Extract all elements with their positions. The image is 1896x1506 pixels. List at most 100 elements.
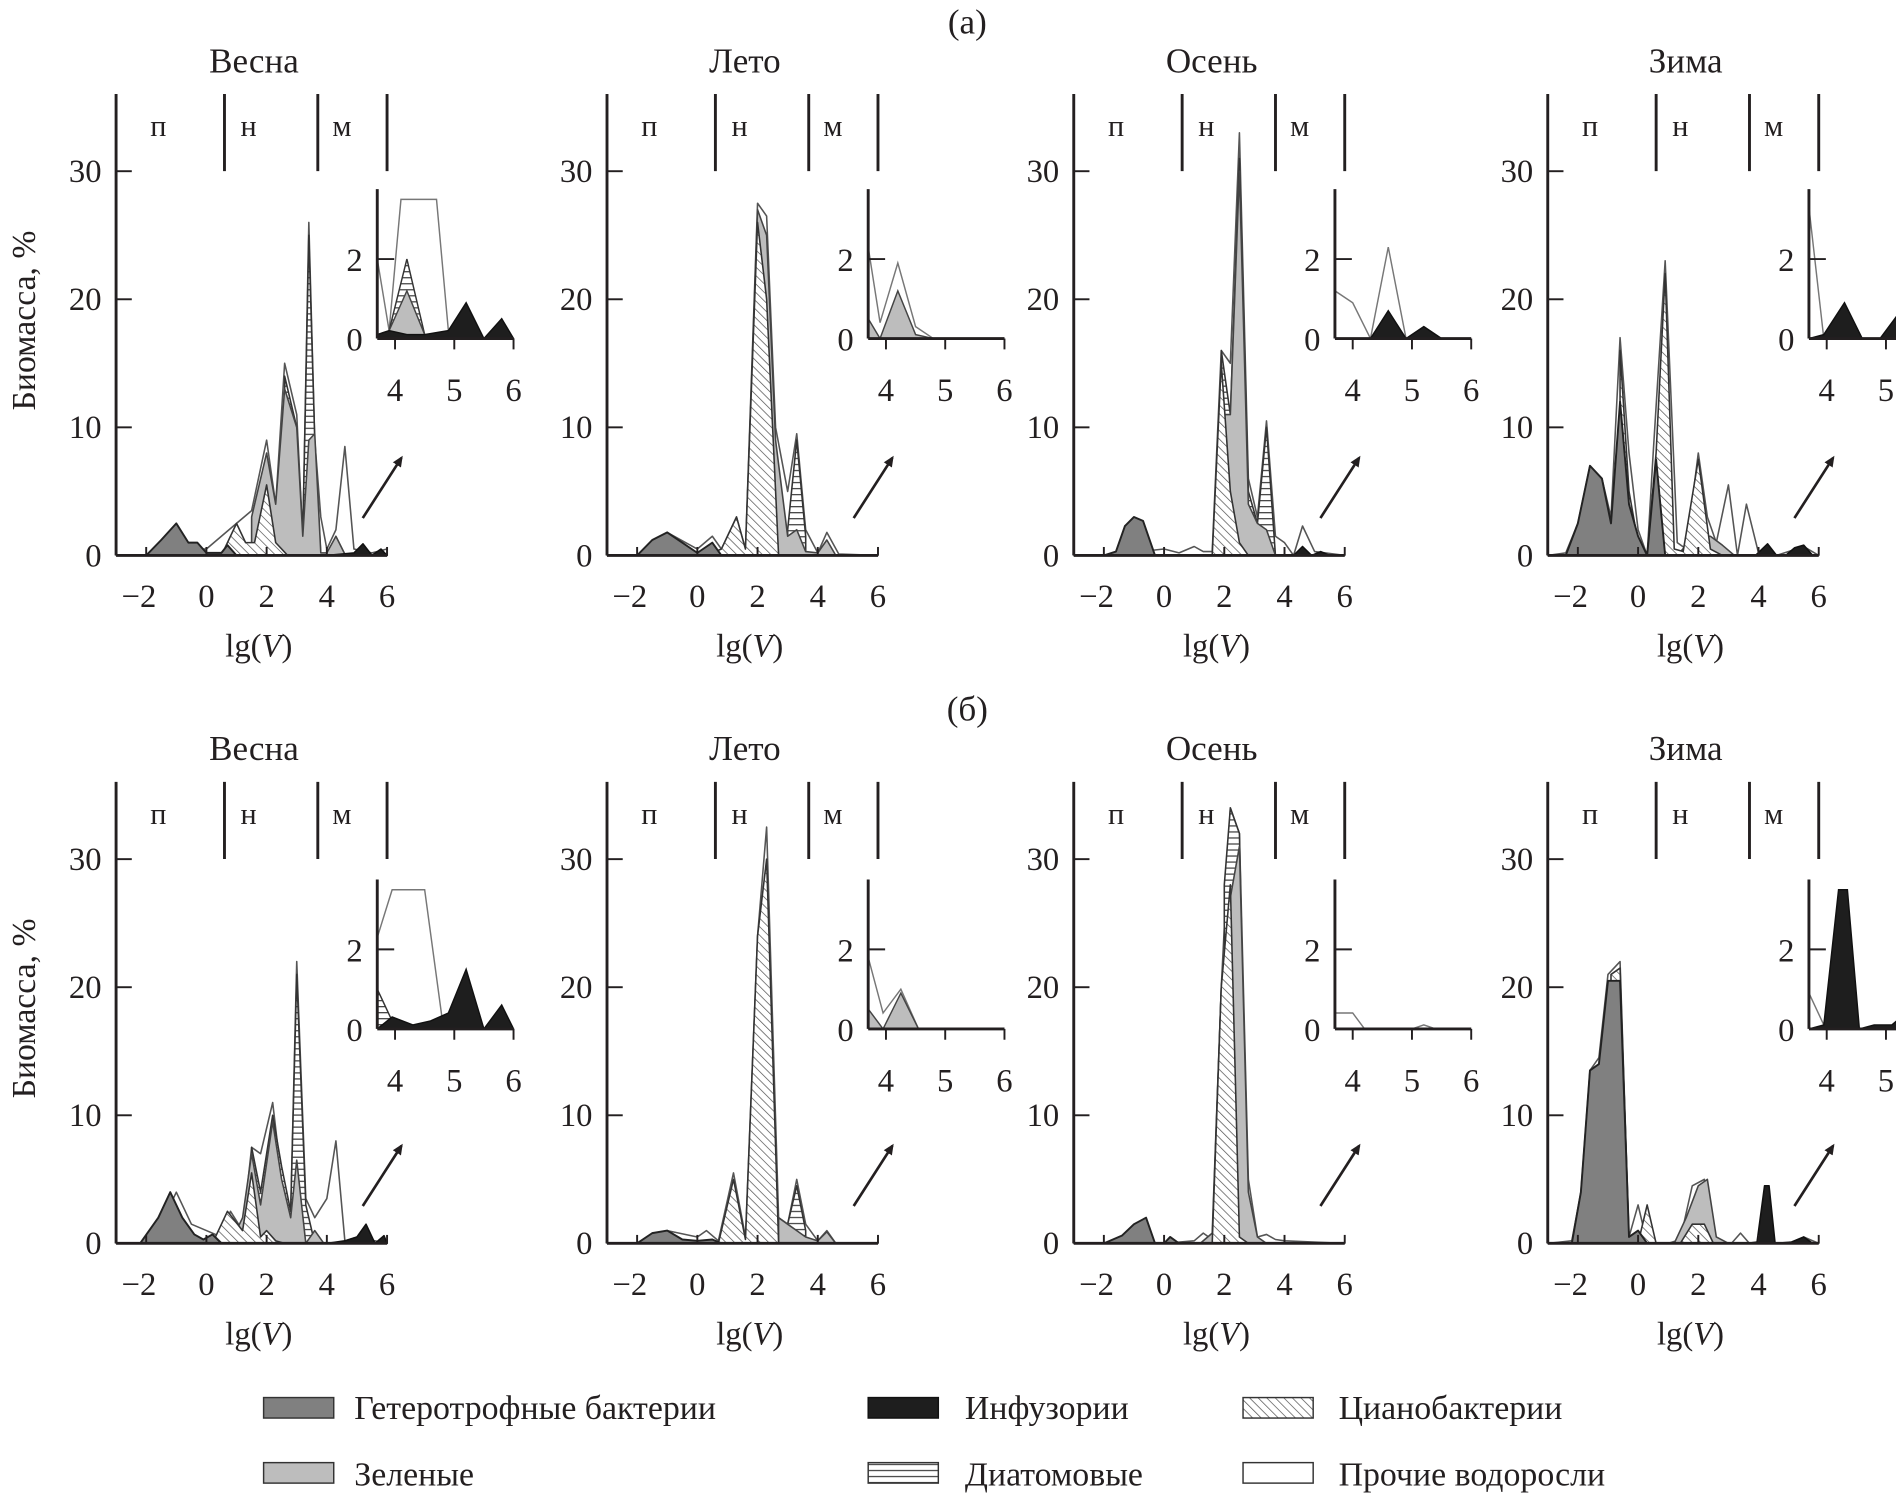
y-tick-label: 0 xyxy=(576,1226,592,1262)
zone-label: п xyxy=(1582,109,1598,143)
y-tick-label: 0 xyxy=(85,538,101,574)
legend-item-other: Прочие водоросли xyxy=(1242,1457,1605,1494)
inset-series-green-algae xyxy=(868,288,934,339)
y-tick-label: 10 xyxy=(1501,410,1534,446)
legend-item-hetero: Гетеротрофные бактерии xyxy=(262,1390,716,1427)
inset-x-tick-label: 6 xyxy=(996,373,1012,409)
y-tick-label: 0 xyxy=(85,1226,101,1262)
y-tick-label: 10 xyxy=(560,410,593,446)
y-tick-label: 30 xyxy=(1027,842,1060,878)
x-tick-label: −2 xyxy=(122,579,157,615)
legend-swatch-hetero xyxy=(262,1396,335,1419)
zone-label: м xyxy=(823,109,842,143)
inset-x-tick-label: 4 xyxy=(878,1064,894,1100)
inset-series-other-algae xyxy=(868,957,920,1029)
x-tick-label: 0 xyxy=(1156,1267,1172,1303)
zone-label: п xyxy=(641,109,657,143)
x-tick-label: 2 xyxy=(258,1267,274,1303)
inset-series-other-algae xyxy=(1334,1012,1472,1029)
inset-y-tick-label: 2 xyxy=(1304,933,1320,969)
x-tick-label: 2 xyxy=(749,1267,765,1303)
y-tick-label: 30 xyxy=(69,842,102,878)
inset-y-tick-label: 2 xyxy=(346,933,362,969)
x-tick-label: 0 xyxy=(1156,579,1172,615)
inset-x-tick-label: 4 xyxy=(387,1064,403,1100)
legend-swatch-green xyxy=(262,1461,335,1484)
panel-title: Осень xyxy=(1166,729,1258,768)
inset-x-tick-label: 4 xyxy=(1345,373,1361,409)
x-tick-label: 4 xyxy=(810,579,826,615)
zone-label: п xyxy=(150,797,166,831)
x-tick-label: 2 xyxy=(1216,579,1232,615)
inset-series-other-algae xyxy=(1808,992,1825,1029)
inset-x-tick-label: 4 xyxy=(1819,1064,1835,1100)
zoom-arrow-icon xyxy=(1319,455,1361,519)
x-axis-label: lg(V) xyxy=(225,629,292,665)
x-tick-label: −2 xyxy=(1553,1267,1588,1303)
x-tick-label: −2 xyxy=(612,1267,647,1303)
inset-series-green-algae xyxy=(868,991,920,1029)
inset-y-tick-label: 0 xyxy=(1304,323,1320,359)
panel-title: Лето xyxy=(709,729,781,768)
panel-title: Весна xyxy=(209,729,299,768)
inset-series-ciliates xyxy=(377,967,515,1029)
zone-label: н xyxy=(241,109,257,143)
zone-label: н xyxy=(1672,109,1688,143)
zone-label: м xyxy=(332,797,351,831)
legend-item-green: Зеленые xyxy=(262,1457,474,1494)
zoom-arrow-icon xyxy=(1319,1143,1361,1207)
x-tick-label: −2 xyxy=(1553,579,1588,615)
inset-series-ciliates xyxy=(377,301,515,339)
legend: Гетеротрофные бактерии Инфузории Цианоба… xyxy=(262,1390,1605,1494)
inset-y-tick-label: 0 xyxy=(1778,1013,1794,1049)
inset-x-tick-label: 5 xyxy=(1404,373,1420,409)
y-tick-label: 20 xyxy=(1501,970,1534,1006)
zone-label: п xyxy=(641,797,657,831)
y-tick-label: 10 xyxy=(1027,410,1060,446)
panel-title: Зима xyxy=(1649,729,1723,768)
legend-label-cyano: Цианобактерии xyxy=(1339,1390,1563,1427)
x-axis-label: lg(V) xyxy=(716,1317,783,1353)
y-tick-label: 30 xyxy=(560,154,593,190)
x-tick-label: 2 xyxy=(1216,1267,1232,1303)
y-tick-label: 30 xyxy=(1027,154,1060,190)
zone-label: н xyxy=(732,797,748,831)
x-tick-label: 0 xyxy=(1630,1267,1646,1303)
panel-b-summer: Лето п н м −2 0 2 4 6 0 10 20 30 lg(V) 4 5 6 0 2 xyxy=(560,729,1013,1352)
x-tick-label: 4 xyxy=(810,1267,826,1303)
y-tick-label: 0 xyxy=(1043,538,1059,574)
x-tick-label: 6 xyxy=(379,579,395,615)
x-tick-label: −2 xyxy=(122,1267,157,1303)
zone-label: п xyxy=(1108,797,1124,831)
series-area-heterotrophic-bacteria xyxy=(1102,1216,1181,1245)
zone-label: м xyxy=(332,109,351,143)
inset-y-tick-label: 2 xyxy=(837,243,853,279)
zoom-arrow-icon xyxy=(852,455,894,519)
inset-x-tick-label: 6 xyxy=(505,373,521,409)
y-tick-label: 0 xyxy=(1517,1226,1533,1262)
y-tick-label: 0 xyxy=(1517,538,1533,574)
zone-label: н xyxy=(241,797,257,831)
zone-label: м xyxy=(1290,109,1309,143)
inset-y-tick-label: 2 xyxy=(1304,243,1320,279)
inset-y-tick-label: 0 xyxy=(346,323,362,359)
inset-series-ciliates xyxy=(1808,301,1896,339)
x-tick-label: 0 xyxy=(689,1267,705,1303)
x-tick-label: 0 xyxy=(198,579,214,615)
y-tick-label: 10 xyxy=(69,410,102,446)
inset-series-ciliates xyxy=(1808,889,1896,1029)
zone-label: м xyxy=(1290,797,1309,831)
y-tick-label: 30 xyxy=(560,842,593,878)
y-tick-label: 30 xyxy=(1501,842,1534,878)
x-tick-label: −2 xyxy=(1079,579,1114,615)
zone-label: п xyxy=(1108,109,1124,143)
panel-a-autumn: Осень п н м −2 0 2 4 6 0 10 20 30 lg(V) 4 5 6 0 2 xyxy=(1027,41,1480,664)
legend-swatch-cyano xyxy=(1242,1396,1314,1419)
inset-x-tick-label: 4 xyxy=(387,373,403,409)
